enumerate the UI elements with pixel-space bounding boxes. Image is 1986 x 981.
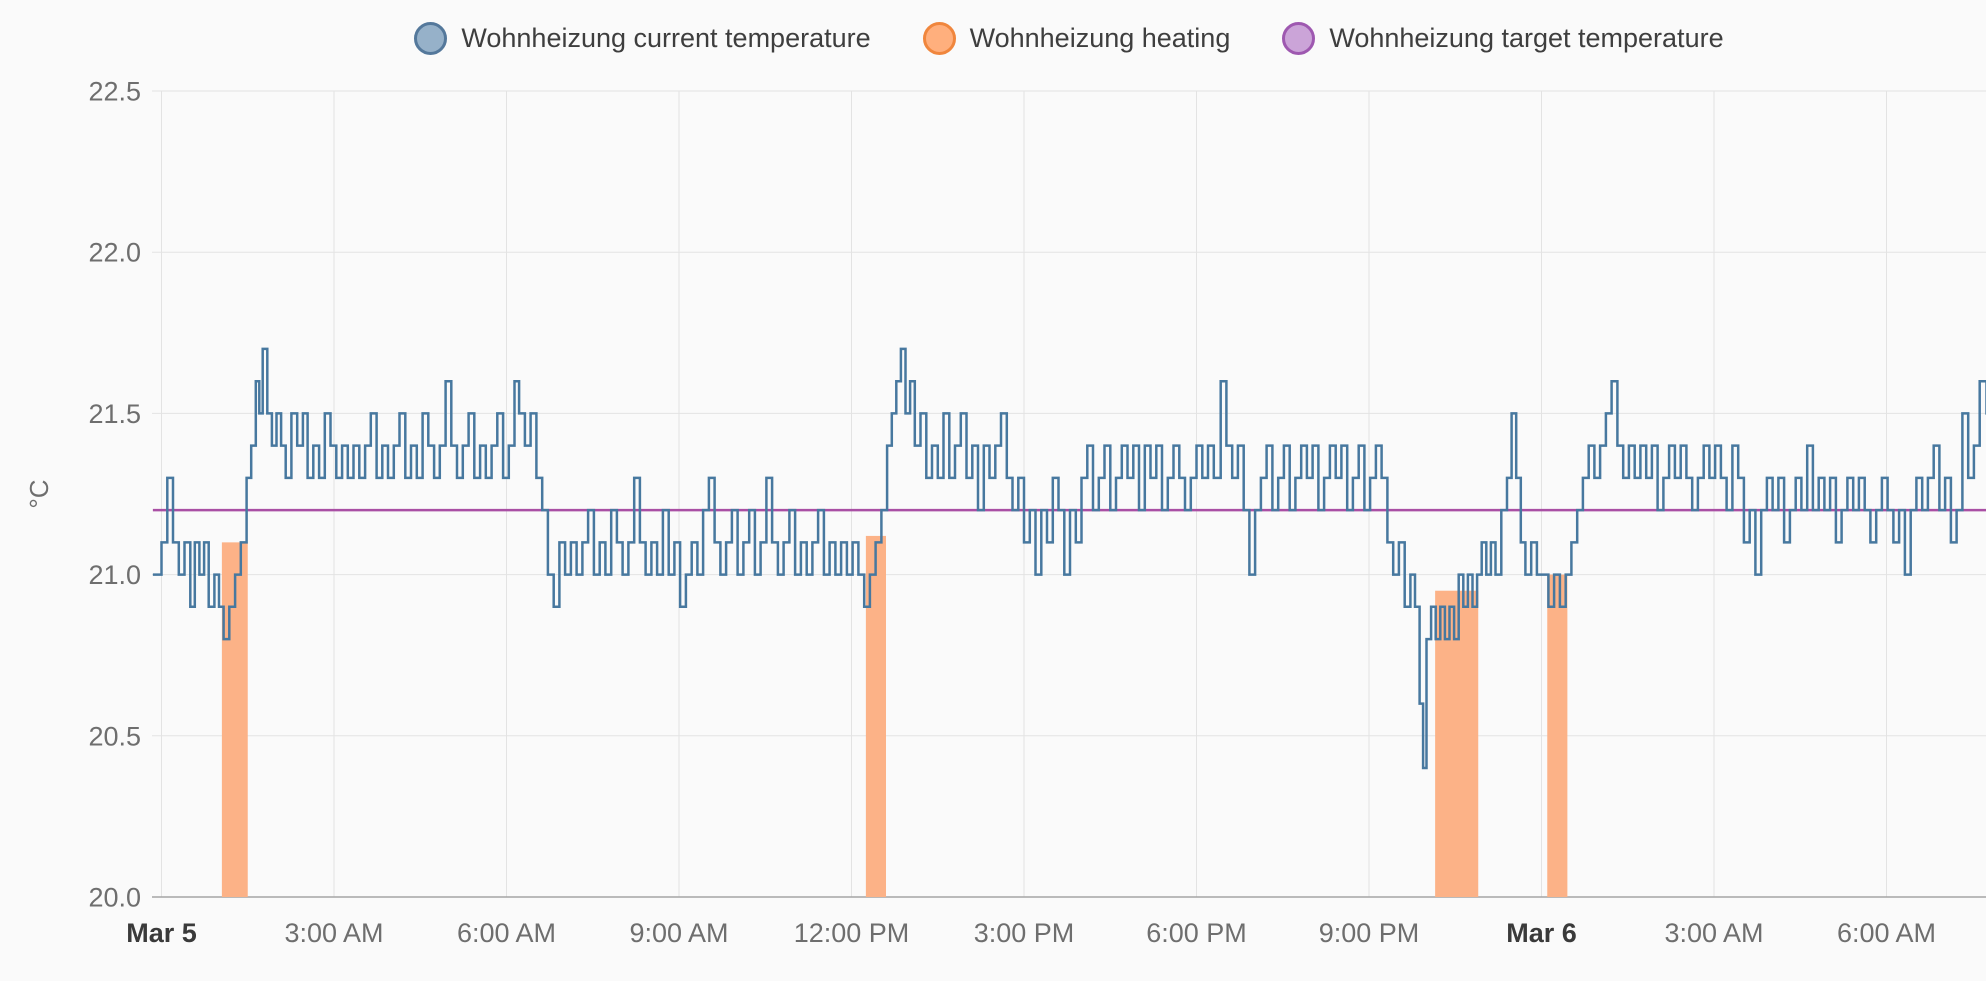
legend-label-heating: Wohnheizung heating [969,23,1231,53]
x-tick-label: 6:00 AM [1837,918,1936,948]
y-tick-label: 22.0 [88,238,141,268]
legend-item-target-temperature[interactable]: Wohnheizung target temperature [1282,22,1724,55]
x-tick-label: 9:00 AM [629,918,728,948]
heating-bar [865,535,886,897]
x-tick-label: 6:00 AM [457,918,556,948]
y-tick-label: 20.0 [88,882,141,912]
x-tick-label: Mar 6 [1506,918,1577,948]
x-tick-label: 9:00 PM [1319,918,1420,948]
chart-legend: Wohnheizung current temperature Wohnheiz… [152,22,1986,55]
y-axis-tick-labels: 22.5 22.0 21.5 21.0 20.5 20.0 [88,76,141,912]
x-tick-label: 3:00 AM [284,918,383,948]
x-axis-tick-labels: Mar 5 3:00 AM 6:00 AM 9:00 AM 12:00 PM 3:00 P… [126,918,1936,948]
heating-series-bars [221,535,1568,897]
legend-swatch-heating-icon [922,22,956,55]
legend-swatch-target-temperature-icon [1282,22,1316,55]
x-tick-label: 6:00 PM [1146,918,1247,948]
legend-swatch-current-temperature-icon [414,22,448,55]
x-tick-label: 3:00 AM [1664,918,1763,948]
x-tick-label: 12:00 PM [794,918,910,948]
x-tick-label: 3:00 PM [974,918,1075,948]
y-axis-title: °C [24,479,54,508]
legend-item-heating[interactable]: Wohnheizung heating [922,22,1231,55]
y-tick-label: 22.5 [88,76,141,106]
heating-bar [1547,574,1568,897]
heating-bar [1435,590,1479,897]
x-tick-label: Mar 5 [126,918,197,948]
y-tick-label: 21.0 [88,560,141,590]
y-tick-label: 20.5 [88,721,141,751]
y-tick-label: 21.5 [88,399,141,429]
horizontal-gridlines [152,90,1986,737]
current-temperature-line [152,347,1986,770]
legend-label-target-temperature: Wohnheizung target temperature [1329,23,1724,53]
legend-label-current-temperature: Wohnheizung current temperature [461,23,871,53]
legend-item-current-temperature[interactable]: Wohnheizung current temperature [414,22,871,55]
